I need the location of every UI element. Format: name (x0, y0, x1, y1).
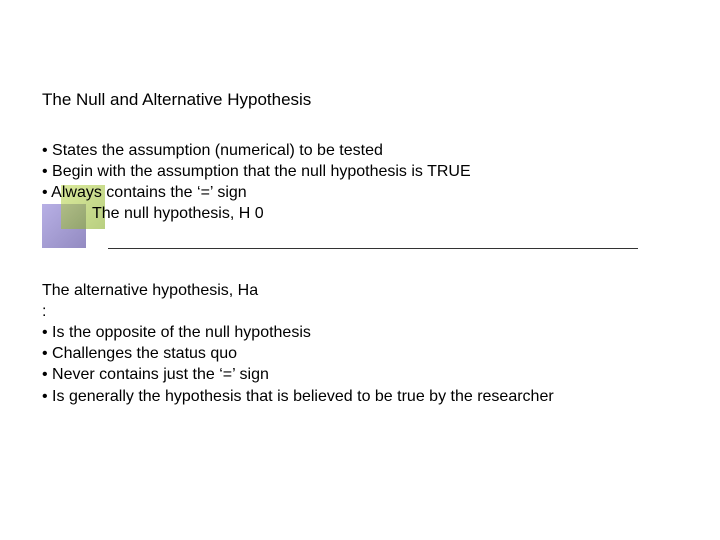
null-hypothesis-label: The null hypothesis, H 0 (42, 203, 652, 224)
bullet-line: • Never contains just the ‘=’ sign (42, 364, 652, 385)
alt-hypothesis-heading: The alternative hypothesis, Ha (42, 280, 652, 301)
bullet-line: • Challenges the status quo (42, 343, 652, 364)
slide: The Null and Alternative Hypothesis • St… (0, 0, 720, 540)
null-hypothesis-block: • States the assumption (numerical) to b… (42, 140, 652, 224)
alternative-hypothesis-block: The alternative hypothesis, Ha : • Is th… (42, 280, 652, 407)
colon-line: : (42, 301, 652, 322)
bullet-line: • Is generally the hypothesis that is be… (42, 386, 652, 407)
bullet-line: • Is the opposite of the null hypothesis (42, 322, 652, 343)
horizontal-rule (108, 248, 638, 249)
slide-title: The Null and Alternative Hypothesis (42, 90, 311, 110)
bullet-line: • States the assumption (numerical) to b… (42, 140, 652, 161)
bullet-line: • Begin with the assumption that the nul… (42, 161, 652, 182)
bullet-line: • Always contains the ‘=’ sign (42, 182, 652, 203)
